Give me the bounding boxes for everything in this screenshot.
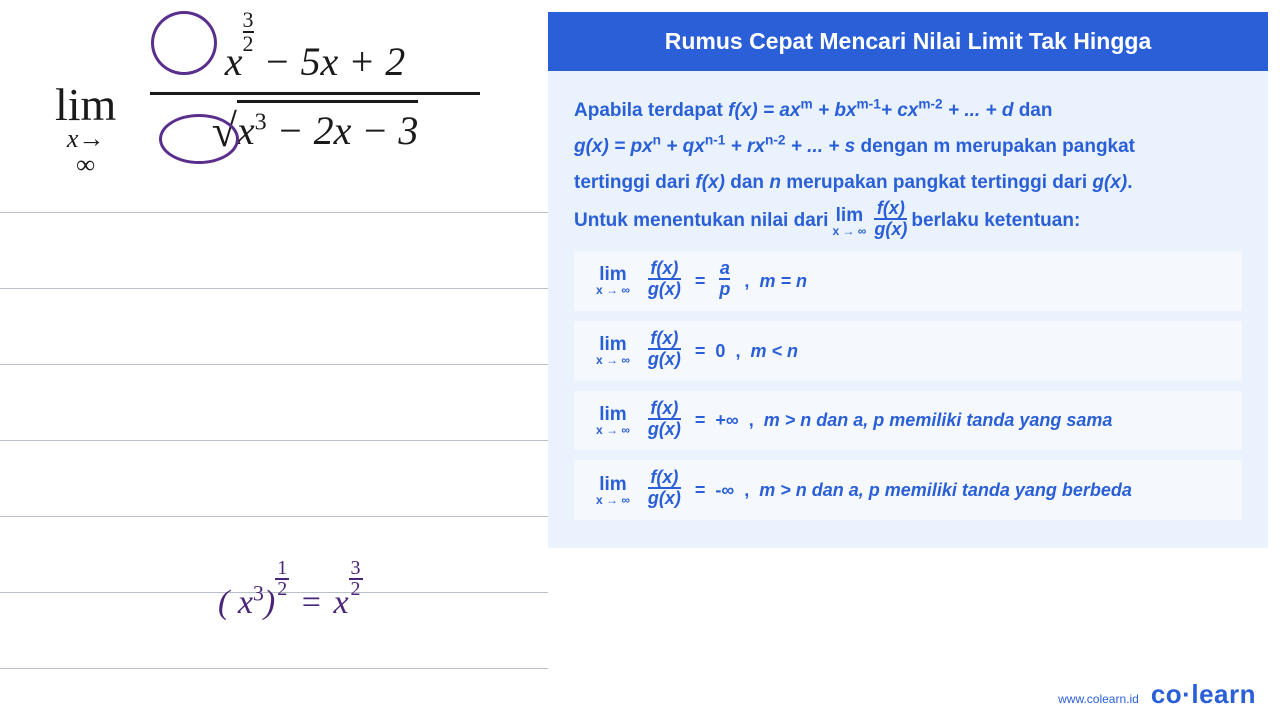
ruled-lines: [0, 200, 548, 720]
rule-box-0: limx → ∞ f(x)g(x) = ap , m = n: [574, 251, 1242, 311]
rule-condition: m < n: [750, 334, 798, 368]
left-panel: lim x→ ∞ x32 − 5x + 2 √x3 − 2x − 3 ( x3)…: [0, 0, 548, 720]
handwritten-note: ( x3)12 = x32: [218, 560, 363, 622]
num-rest: − 5x + 2: [264, 39, 406, 84]
rule-lim: limx → ∞: [596, 265, 630, 296]
limit-operator: lim x→ ∞: [55, 82, 116, 178]
rule-separator: ,: [749, 403, 754, 437]
intro-line-3: tertinggi dari f(x) dan n merupakan pang…: [574, 165, 1242, 201]
lim-subscript: x→ ∞: [55, 126, 116, 178]
panel-body: Apabila terdapat f(x) = axm + bxm-1+ cxm…: [548, 71, 1268, 548]
intro-line-2: g(x) = pxn + qxn-1 + rxn-2 + ... + s den…: [574, 129, 1242, 165]
rule-result: +∞: [715, 403, 738, 437]
rule-result-frac: ap: [719, 259, 730, 299]
intro-lim: limx → ∞: [832, 206, 866, 237]
hw-close: ): [264, 584, 275, 621]
rule-equals: =: [695, 264, 706, 298]
rule-condition: m > n dan a, p memiliki tanda yang berbe…: [759, 473, 1132, 507]
rule-frac: f(x)g(x): [648, 468, 681, 508]
rule-equals: =: [695, 403, 706, 437]
intro-line-1: Apabila terdapat f(x) = axm + bxm-1+ cxm…: [574, 93, 1242, 129]
footer: www.colearn.id co·learn: [1058, 679, 1256, 710]
rule-condition: m = n: [759, 264, 807, 298]
formula-panel: Rumus Cepat Mencari Nilai Limit Tak Hing…: [548, 12, 1268, 548]
rule-frac: f(x)g(x): [648, 399, 681, 439]
annotation-circle-bottom: [159, 114, 239, 164]
hw-open: ( x: [218, 584, 253, 621]
rule-lim: limx → ∞: [596, 405, 630, 436]
intro-line-4: Untuk menentukan nilai dari limx → ∞ f(x…: [574, 201, 1242, 241]
rule-result: -∞: [715, 473, 734, 507]
den-x: x: [237, 108, 255, 153]
num-x: x: [225, 39, 243, 84]
intro-frac: f(x)g(x): [874, 199, 907, 239]
rule-box-2: limx → ∞ f(x)g(x) = +∞ , m > n dan a, p m…: [574, 391, 1242, 451]
rule-result: 0: [715, 334, 725, 368]
footer-url: www.colearn.id: [1058, 692, 1139, 706]
hw-rhs-exp: 32: [349, 560, 363, 598]
panel-title: Rumus Cepat Mencari Nilai Limit Tak Hing…: [548, 12, 1268, 71]
rule-lim: limx → ∞: [596, 335, 630, 366]
rule-box-1: limx → ∞ f(x)g(x) = 0 , m < n: [574, 321, 1242, 381]
rule-equals: =: [695, 334, 706, 368]
rule-separator: ,: [744, 473, 749, 507]
num-exponent-fraction: 32: [243, 10, 254, 54]
hw-rhs-x: x: [333, 584, 348, 621]
rule-separator: ,: [735, 334, 740, 368]
rule-equals: =: [695, 473, 706, 507]
rule-condition: m > n dan a, p memiliki tanda yang sama: [764, 403, 1113, 437]
den-rest: − 2x − 3: [277, 108, 419, 153]
brand-logo: co·learn: [1151, 679, 1256, 710]
den-exponent: 3: [255, 109, 267, 135]
rule-box-3: limx → ∞ f(x)g(x) = -∞ , m > n dan a, p m…: [574, 460, 1242, 520]
rule-lim: limx → ∞: [596, 475, 630, 506]
lim-word: lim: [55, 82, 116, 128]
rules-list: limx → ∞ f(x)g(x) = ap , m = n limx → ∞ f(x…: [574, 251, 1242, 520]
rule-frac: f(x)g(x): [648, 259, 681, 299]
hw-equals: =: [302, 584, 321, 621]
hw-inner-exp: 3: [253, 581, 264, 606]
rule-separator: ,: [744, 264, 749, 298]
rule-frac: f(x)g(x): [648, 329, 681, 369]
annotation-circle-top: [151, 11, 217, 75]
hw-outer-exp: 12: [275, 560, 289, 598]
sqrt-vinculum: x3 − 2x − 3: [237, 100, 419, 157]
fraction-bar: [150, 92, 480, 95]
